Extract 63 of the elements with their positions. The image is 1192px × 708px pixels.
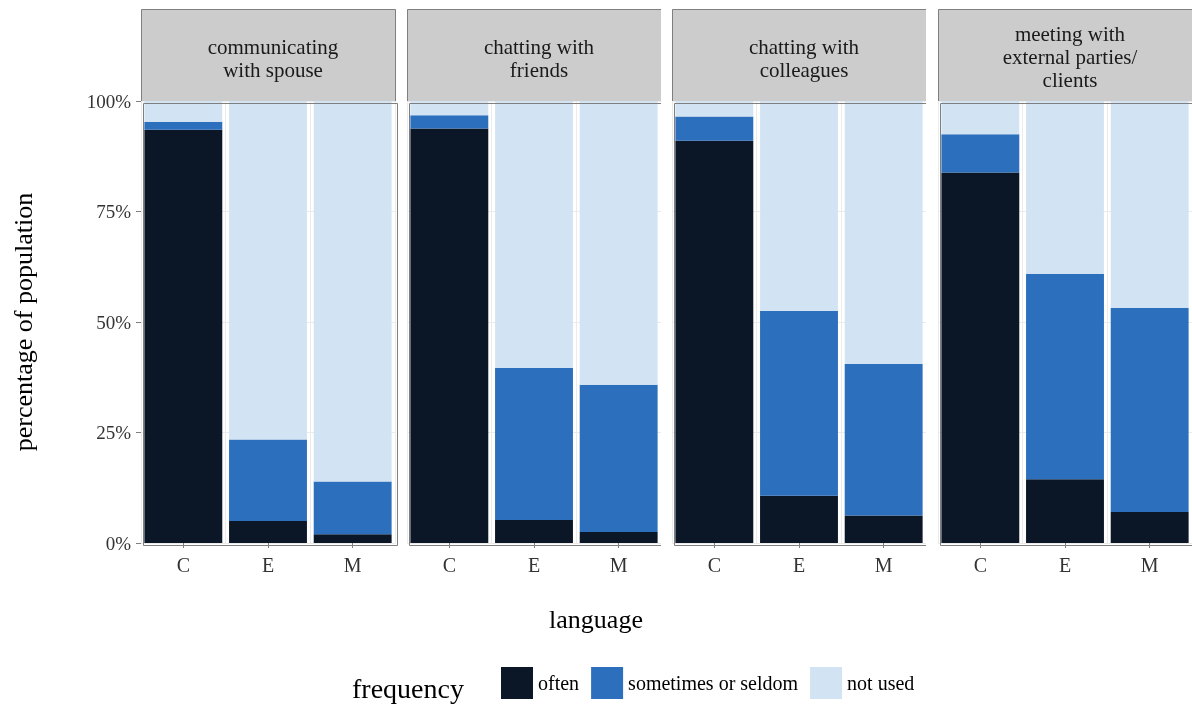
x-tick-label: C [176, 554, 191, 576]
chart-title: communicating with spouse [207, 34, 339, 82]
bar [675, 116, 754, 141]
chart-title: meeting with external parties/ clients [1002, 22, 1138, 92]
bar [409, 115, 488, 129]
bar [1025, 479, 1104, 543]
y-tick-label: 100% [86, 90, 132, 112]
bar [313, 101, 392, 482]
x-tick-label: M [874, 554, 893, 576]
bar [313, 534, 392, 543]
bar [494, 520, 573, 543]
bar [760, 310, 838, 496]
x-tick-label: M [609, 554, 628, 576]
bar [144, 129, 223, 543]
bar [675, 101, 754, 117]
chart-title: chatting with friends [483, 34, 595, 82]
y-tick-label: 25% [96, 422, 132, 443]
x-tick-label: M [1140, 554, 1159, 576]
bar [940, 172, 1019, 543]
bar [494, 367, 573, 521]
x-axis-title: language [549, 604, 643, 634]
x-tick-label: E [792, 554, 806, 576]
bar [940, 134, 1019, 173]
y-tick-label: 0% [105, 532, 132, 554]
bar [144, 121, 223, 130]
bar [1110, 512, 1189, 543]
bar [760, 495, 838, 543]
bar [579, 531, 658, 543]
x-tick-label: C [973, 554, 987, 576]
legend-title: frequency [352, 672, 464, 704]
bar [229, 520, 307, 543]
bar [940, 101, 1019, 135]
chart-title: chatting with colleagues [748, 34, 860, 82]
bar [144, 101, 223, 122]
legend-label: sometimes or seldom [628, 672, 799, 694]
bar [844, 515, 923, 543]
legend-label: not used [847, 672, 915, 694]
y-axis-title: percentage of population [8, 192, 38, 452]
bar [229, 101, 307, 440]
x-tick-label: C [442, 554, 456, 576]
bar [494, 101, 573, 368]
legend-label: often [538, 672, 580, 694]
y-tick-label: 50% [96, 311, 132, 333]
bar [579, 384, 658, 532]
bar [675, 140, 754, 543]
x-tick-label: E [1058, 554, 1071, 576]
bar [229, 439, 307, 521]
bar [1025, 273, 1104, 480]
bar [1025, 101, 1104, 274]
bar [409, 101, 488, 116]
bar [1110, 101, 1189, 308]
bar [1110, 307, 1189, 513]
x-tick-label: E [261, 554, 275, 576]
bar [844, 101, 923, 364]
bar [844, 363, 923, 516]
bar [409, 128, 488, 543]
bar [579, 101, 658, 385]
bar [313, 481, 392, 535]
bar [760, 101, 838, 311]
x-tick-label: M [343, 554, 362, 576]
x-tick-label: C [707, 554, 722, 576]
y-tick-label: 75% [96, 201, 132, 222]
x-tick-label: E [527, 554, 540, 576]
